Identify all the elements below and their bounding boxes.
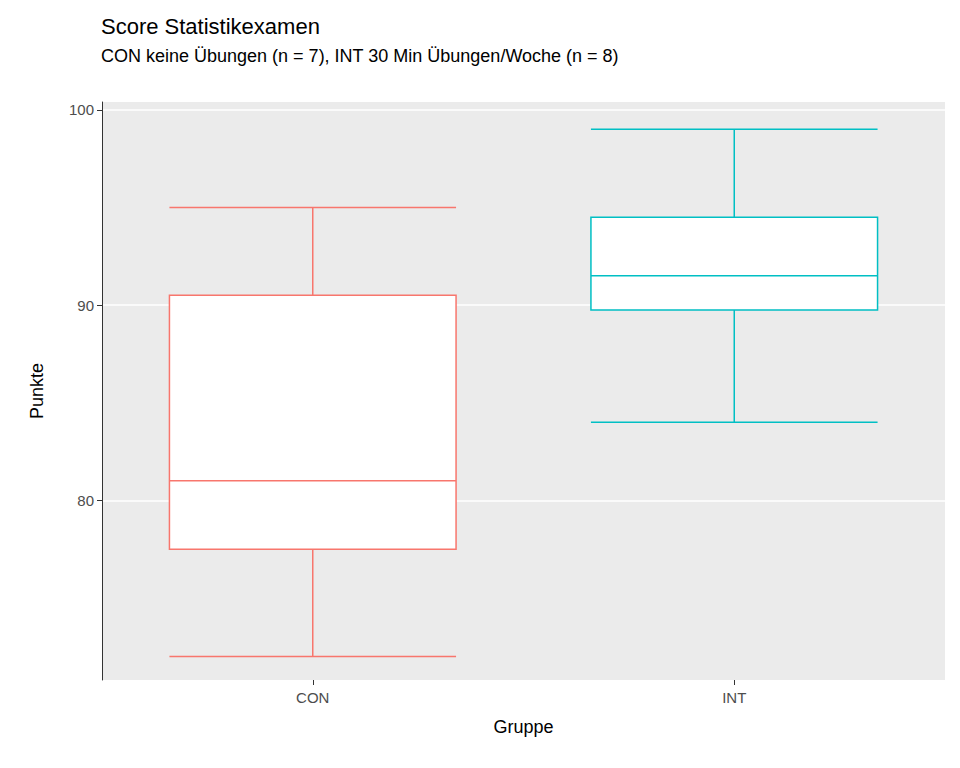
svg-text:100: 100: [69, 101, 94, 118]
svg-text:Gruppe: Gruppe: [493, 717, 553, 737]
svg-text:CON keine Übungen (n = 7), INT: CON keine Übungen (n = 7), INT 30 Min Üb…: [101, 46, 619, 66]
svg-text:90: 90: [77, 297, 94, 314]
svg-text:80: 80: [77, 492, 94, 509]
svg-text:Punkte: Punkte: [27, 363, 47, 419]
svg-text:Score Statistikexamen: Score Statistikexamen: [101, 14, 320, 39]
svg-text:CON: CON: [296, 689, 329, 706]
svg-text:INT: INT: [722, 689, 746, 706]
